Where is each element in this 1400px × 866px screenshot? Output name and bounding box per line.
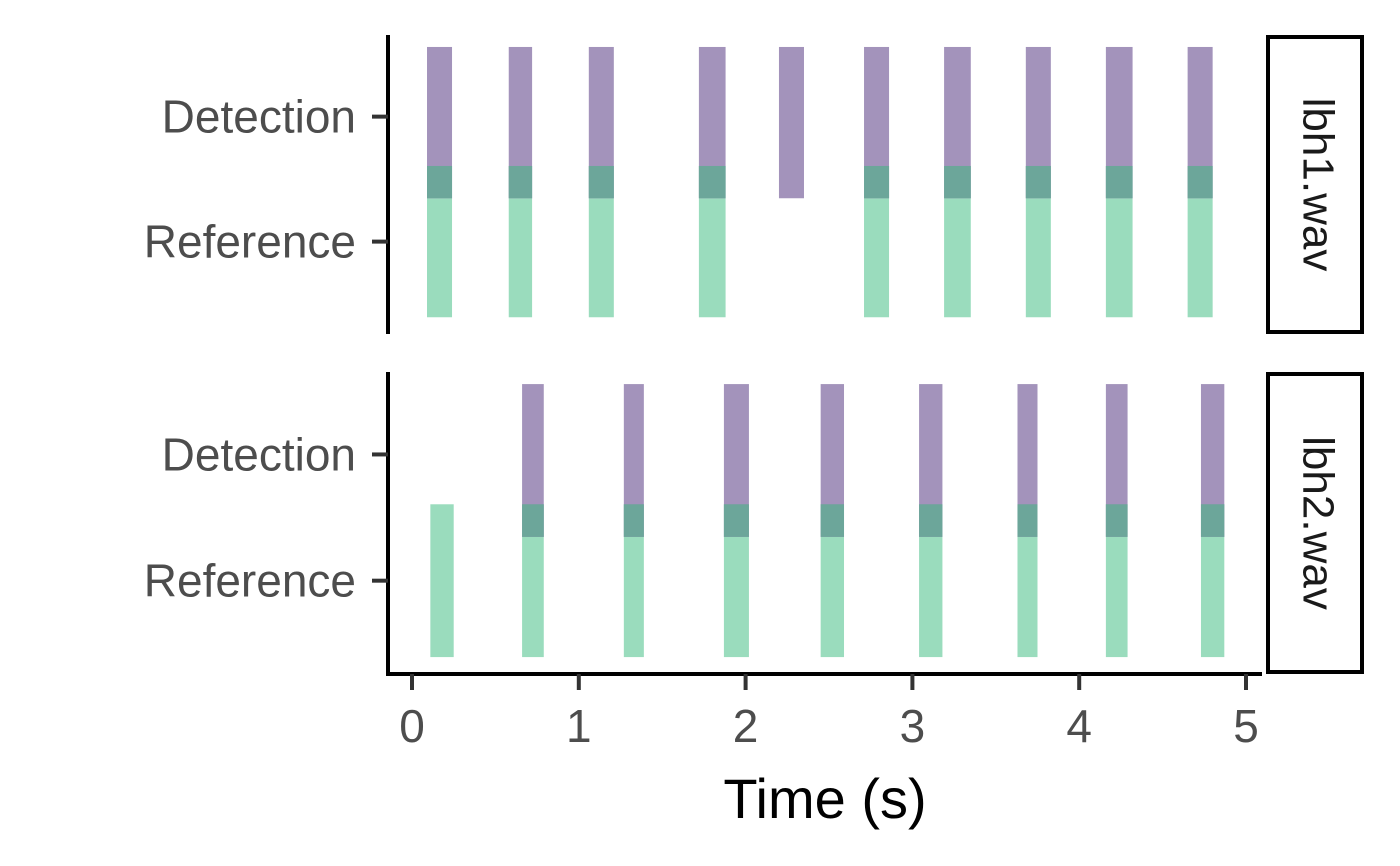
detection-segment-5 (778, 46, 804, 199)
facet-panel-1: Detection Reference lbh1.wav (144, 35, 1364, 334)
reference-segment-1 (430, 504, 454, 658)
overlap-segment-3 (588, 165, 614, 199)
overlap-segment-9 (1105, 165, 1133, 199)
reference-segment-5 (820, 504, 845, 658)
facet-strip-label: lbh1.wav (1293, 98, 1342, 272)
y-tick-label-reference: Reference (144, 216, 356, 268)
reference-segment-6 (919, 504, 943, 658)
reference-segment-9 (1200, 504, 1225, 658)
x-axis: 0 1 2 3 4 5 (386, 672, 1262, 752)
overlap-segment-10 (1187, 165, 1213, 199)
overlap-segment-5 (919, 504, 943, 537)
reference-segment-2 (522, 504, 544, 658)
reference-segment-3 (623, 504, 644, 658)
detection-segment-4 (820, 384, 845, 537)
overlap-segment-4 (698, 165, 726, 199)
detection-segment-2 (508, 46, 533, 199)
x-tick-label-3: 3 (900, 700, 926, 752)
overlap-segment-2 (508, 165, 533, 199)
overlap-segment-7 (944, 165, 971, 199)
detection-segment-5 (919, 384, 943, 537)
detection-segment-7 (1105, 384, 1128, 537)
y-tick-label-detection: Detection (162, 91, 356, 143)
facet-panel-2: Detection Reference lbh2.wav (144, 372, 1364, 676)
overlap-segment-4 (820, 504, 845, 537)
overlap-segment-1 (427, 165, 453, 199)
x-tick-label-4: 4 (1066, 700, 1092, 752)
x-tick-label-0: 0 (399, 700, 425, 752)
segment-bars (427, 46, 1213, 318)
detection-segment-8 (1200, 384, 1225, 537)
overlap-segment-1 (522, 504, 544, 537)
overlap-segment-7 (1105, 504, 1128, 537)
x-tick-label-1: 1 (566, 700, 592, 752)
overlap-segment-6 (1017, 504, 1038, 537)
overlap-segment-2 (623, 504, 644, 537)
y-tick-label-detection: Detection (162, 428, 356, 480)
reference-segment-8 (1105, 504, 1128, 658)
facet-panels: Detection Reference lbh1.wav Detection Refer… (144, 35, 1364, 676)
reference-segment-2 (508, 165, 533, 318)
x-axis-title: Time (s) (723, 767, 926, 830)
facet-strip (1266, 372, 1364, 674)
overlap-segment-3 (723, 504, 749, 537)
detection-segment-1 (522, 384, 544, 537)
overlap-segment-6 (864, 165, 890, 199)
overlap-segment-8 (1200, 504, 1225, 537)
reference-segment-7 (1017, 504, 1038, 658)
overlap-segment-8 (1025, 165, 1051, 199)
y-tick-label-reference: Reference (144, 555, 356, 607)
x-tick-label-5: 5 (1233, 700, 1259, 752)
x-tick-label-2: 2 (733, 700, 759, 752)
facet-strip (1266, 35, 1364, 334)
detection-segment-2 (623, 384, 644, 537)
detection-segment-6 (1017, 384, 1038, 537)
facet-strip-label: lbh2.wav (1293, 436, 1342, 610)
segment-bars (430, 384, 1225, 658)
